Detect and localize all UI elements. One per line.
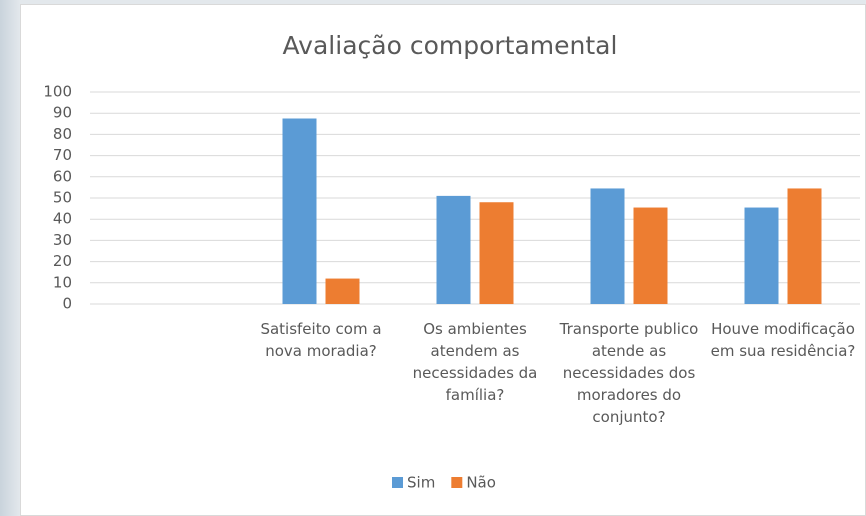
bar bbox=[480, 202, 514, 304]
y-tick-label: 0 bbox=[62, 295, 72, 313]
y-tick-label: 60 bbox=[53, 167, 72, 185]
y-tick-label: 10 bbox=[53, 273, 72, 291]
x-tick-label: Transporte publico atende as necessidade… bbox=[554, 318, 704, 428]
y-tick-label: 40 bbox=[53, 210, 72, 228]
y-tick-label: 100 bbox=[43, 83, 72, 101]
legend-swatch bbox=[392, 477, 403, 488]
bar bbox=[745, 208, 779, 304]
y-tick-label: 50 bbox=[53, 189, 72, 207]
page: Avaliação comportamental 0 10 20 30 40 50 60 70… bbox=[0, 0, 866, 516]
y-tick-label: 80 bbox=[53, 125, 72, 143]
chart: Avaliação comportamental 0 10 20 30 40 50 60 70… bbox=[0, 0, 866, 516]
x-tick-label: Houve modificação em sua residência? bbox=[708, 318, 858, 362]
bar bbox=[283, 119, 317, 305]
bar bbox=[326, 279, 360, 304]
legend-swatch bbox=[451, 477, 462, 488]
y-tick-label: 90 bbox=[53, 104, 72, 122]
bar bbox=[437, 196, 471, 304]
legend-label: Sim bbox=[407, 474, 435, 492]
y-tick-label: 20 bbox=[53, 252, 72, 270]
y-tick-label: 30 bbox=[53, 231, 72, 249]
legend-label: Não bbox=[466, 474, 496, 492]
bar bbox=[634, 208, 668, 304]
chart-title: Avaliação comportamental bbox=[283, 31, 618, 60]
x-tick-label: Satisfeito com a nova moradia? bbox=[246, 318, 396, 362]
bar bbox=[591, 188, 625, 304]
y-tick-label: 70 bbox=[53, 146, 72, 164]
x-tick-label: Os ambientes atendem as necessidades da … bbox=[400, 318, 550, 406]
bar bbox=[788, 188, 822, 304]
